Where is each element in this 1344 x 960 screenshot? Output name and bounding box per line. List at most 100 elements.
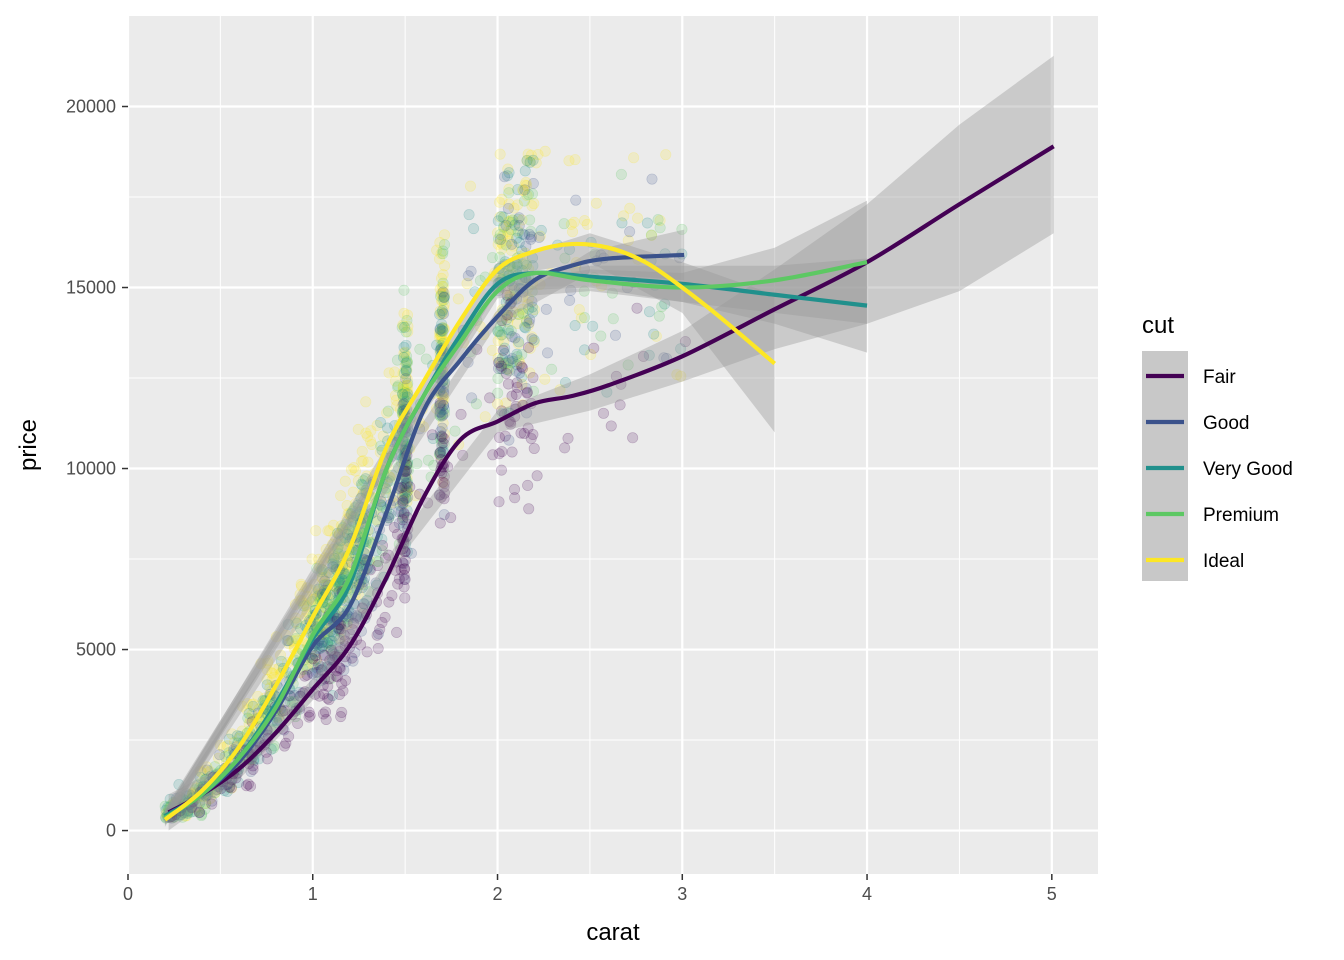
scatter-point xyxy=(513,308,525,320)
scatter-point xyxy=(349,465,361,477)
scatter-point xyxy=(327,561,339,573)
scatter-point xyxy=(345,510,357,522)
scatter-point xyxy=(346,652,358,664)
scatter-point xyxy=(560,376,572,388)
scatter-point xyxy=(398,480,410,492)
scatter-point xyxy=(352,423,364,435)
scatter-point xyxy=(528,442,540,454)
scatter-point xyxy=(445,512,457,524)
scatter-point xyxy=(343,524,355,536)
scatter-point xyxy=(301,582,313,594)
scatter-point xyxy=(334,633,346,645)
scatter-point xyxy=(397,319,409,331)
scatter-point xyxy=(328,552,340,564)
scatter-point xyxy=(358,475,370,487)
scatter-point xyxy=(439,487,451,499)
scatter-point xyxy=(401,386,413,398)
scatter-point xyxy=(309,650,321,662)
scatter-point xyxy=(518,195,530,207)
scatter-point xyxy=(498,211,510,223)
scatter-point xyxy=(648,328,660,340)
scatter-point xyxy=(400,371,412,383)
legend-title: cut xyxy=(1142,312,1174,339)
scatter-point xyxy=(492,325,504,337)
scatter-point xyxy=(287,697,299,709)
scatter-point xyxy=(313,690,325,702)
scatter-point xyxy=(400,493,412,505)
scatter-point xyxy=(278,740,290,752)
scatter-point xyxy=(494,148,506,160)
scatter-point xyxy=(428,459,440,471)
scatter-point xyxy=(358,598,370,610)
scatter-point xyxy=(391,528,403,540)
scatter-point xyxy=(398,307,410,319)
scatter-point xyxy=(468,223,480,235)
scatter-point xyxy=(637,350,649,362)
scatter-point xyxy=(336,523,348,535)
scatter-point xyxy=(434,449,446,461)
scatter-point xyxy=(335,520,347,532)
x-tick-label: 0 xyxy=(123,884,133,904)
scatter-point xyxy=(605,420,617,432)
scatter-point xyxy=(528,304,540,316)
scatter-point xyxy=(436,410,448,422)
scatter-point xyxy=(340,674,352,686)
scatter-point xyxy=(309,593,321,605)
scatter-point xyxy=(437,407,449,419)
scatter-point xyxy=(343,508,355,520)
scatter-point xyxy=(185,806,197,818)
scatter-point xyxy=(437,391,449,403)
scatter-point xyxy=(434,397,446,409)
scatter-point xyxy=(516,307,528,319)
scatter-point xyxy=(514,367,526,379)
scatter-point xyxy=(218,742,230,754)
scatter-point xyxy=(177,811,189,823)
scatter-point xyxy=(398,394,410,406)
scatter-point xyxy=(654,222,666,234)
scatter-point xyxy=(223,782,235,794)
scatter-point xyxy=(323,547,335,559)
scatter-point xyxy=(397,383,409,395)
scatter-point xyxy=(332,527,344,539)
scatter-point xyxy=(569,154,581,166)
scatter-point xyxy=(609,329,621,341)
scatter-point xyxy=(434,449,446,461)
scatter-point xyxy=(206,795,218,807)
scatter-point xyxy=(435,329,447,341)
scatter-point xyxy=(392,506,404,518)
scatter-point xyxy=(436,294,448,306)
scatter-point xyxy=(435,308,447,320)
scatter-point xyxy=(438,509,450,521)
scatter-point xyxy=(329,531,341,543)
scatter-point xyxy=(509,483,521,495)
scatter-point xyxy=(323,641,335,653)
scatter-point xyxy=(398,507,410,519)
scatter-point xyxy=(352,475,364,487)
scatter-point xyxy=(193,806,205,818)
scatter-point xyxy=(570,194,582,206)
scatter-point xyxy=(438,291,450,303)
scatter-point xyxy=(391,354,403,366)
scatter-point xyxy=(493,362,505,374)
scatter-point xyxy=(659,298,671,310)
scatter-point xyxy=(401,486,413,498)
scatter-point xyxy=(518,427,530,439)
scatter-point xyxy=(435,325,447,337)
scatter-point xyxy=(296,580,308,592)
scatter-point xyxy=(400,357,412,369)
scatter-point xyxy=(402,382,414,394)
scatter-point xyxy=(347,505,359,517)
scatter-point xyxy=(247,763,259,775)
scatter-point xyxy=(520,382,532,394)
scatter-point xyxy=(398,558,410,570)
scatter-point xyxy=(313,585,325,597)
scatter-point xyxy=(371,555,383,567)
scatter-point xyxy=(395,506,407,518)
scatter-point xyxy=(376,545,388,557)
scatter-point xyxy=(301,601,313,613)
scatter-point xyxy=(493,496,505,508)
scatter-point xyxy=(193,806,205,818)
scatter-point xyxy=(398,493,410,505)
scatter-point xyxy=(427,432,439,444)
scatter-point xyxy=(397,557,409,569)
